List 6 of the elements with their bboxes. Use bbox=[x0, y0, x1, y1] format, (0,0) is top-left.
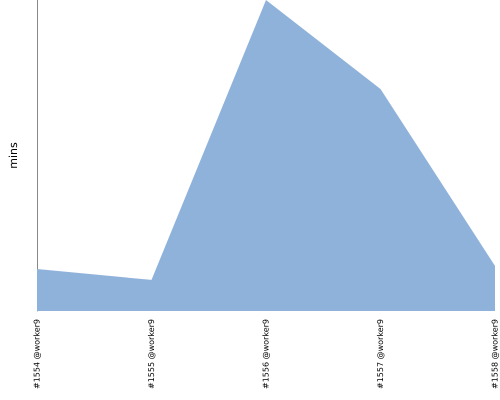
x-tick-label: #1555 @worker9 bbox=[147, 319, 156, 389]
y-axis-title: mins bbox=[7, 142, 20, 169]
x-tick-label: #1557 @worker9 bbox=[376, 319, 385, 389]
x-tick-label: #1554 @worker9 bbox=[32, 319, 42, 389]
x-tick-label: #1558 @worker9 bbox=[490, 319, 500, 389]
x-tick-label: #1556 @worker9 bbox=[262, 319, 270, 389]
